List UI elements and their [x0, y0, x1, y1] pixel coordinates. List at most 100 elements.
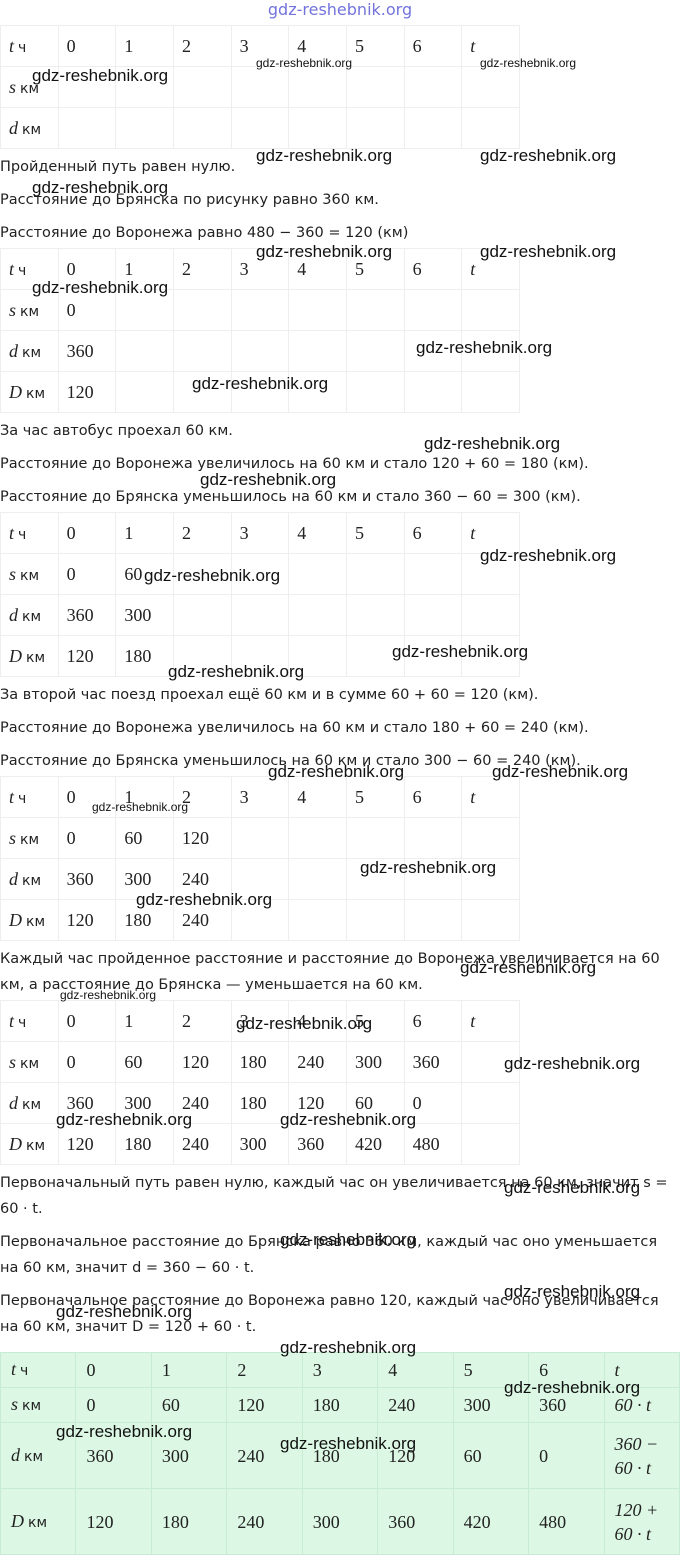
watermark: gdz-reshebnik.org [56, 1110, 193, 1129]
cell-value: 180 [239, 1092, 267, 1113]
table-cell [461, 553, 520, 595]
table-cell [115, 371, 174, 413]
cell-value: 180 [124, 645, 152, 666]
table-cell [230, 330, 290, 372]
table-row: d км 360 300 [0, 594, 520, 636]
cell-value: 4 [297, 522, 307, 543]
table-cell: 0 [57, 289, 117, 331]
cell-value: 6 [539, 1360, 549, 1380]
cell-value: 300 [239, 1133, 267, 1154]
row-label: d км [0, 594, 59, 636]
table-cell: 3 [230, 25, 290, 67]
table-cell [288, 817, 347, 859]
variable: d [9, 340, 18, 361]
cell-value: 360 [66, 1092, 94, 1113]
table-cell [230, 899, 290, 941]
table-cell: 480 [528, 1488, 605, 1555]
cell-value: 1 [124, 522, 134, 543]
table-cell: 5 [452, 1352, 530, 1388]
table-cell [172, 594, 232, 636]
table-cell: 6 [403, 25, 463, 67]
unit: км [22, 1096, 42, 1113]
table-row: s км 0 60 120 180 240 300 360 [0, 1041, 520, 1083]
data-table: t ч 0 1 2 3 4 5 6 t s км 0 60 120 180 240 300 360 d км 360 300… [0, 1000, 520, 1165]
cell-value: 4 [297, 258, 307, 279]
cell-value: 60 · t [614, 1395, 652, 1415]
table-cell [288, 107, 347, 149]
table-cell: t [603, 1352, 680, 1388]
header: gdz-reshebnik.org [0, 0, 680, 25]
cell-value: 360 [388, 1511, 416, 1532]
table-cell: 1 [115, 1000, 174, 1042]
row-label: s км [0, 817, 59, 859]
paragraph: За второй час поезд проехал ещё 60 км и … [0, 687, 539, 703]
cell-value: 0 [66, 563, 76, 584]
table-cell: 6 [403, 248, 463, 290]
cell-value: 0 [66, 522, 76, 543]
table-cell [345, 66, 405, 108]
cell-value: 2 [181, 1010, 191, 1031]
cell-value: 120 [66, 645, 94, 666]
watermark: gdz-reshebnik.org [424, 434, 561, 453]
table-cell [345, 107, 405, 149]
cell-value: 300 [312, 1511, 340, 1532]
table-cell: 6 [403, 512, 463, 554]
table-cell: 6 [528, 1352, 605, 1388]
table-cell: 240 [377, 1387, 454, 1423]
cell-value: 0 [66, 35, 76, 56]
table-cell [172, 635, 232, 677]
table-cell: 120 [377, 1422, 454, 1489]
unit: км [20, 831, 40, 848]
cell-value: 5 [354, 258, 364, 279]
table-cell [230, 289, 290, 331]
table-cell: 3 [230, 248, 290, 290]
cell-value: 180 [124, 909, 152, 930]
table-cell: 120 [57, 899, 117, 941]
cell-value: 120 [181, 827, 209, 848]
paragraph: Расстояние до Брянска уменьшилось на 60 … [0, 753, 581, 769]
watermark: gdz-reshebnik.org [236, 1014, 373, 1033]
cell-value: 2 [181, 35, 191, 56]
table-row: s км [0, 66, 520, 108]
table-cell: 240 [172, 858, 232, 900]
cell-value: 5 [354, 786, 364, 807]
table-cell: 300 [115, 594, 174, 636]
table-cell: 1 [150, 1352, 228, 1388]
table-cell: 6 [403, 776, 463, 818]
table-cell: 1 [115, 512, 174, 554]
table-cell [115, 107, 174, 149]
unit: км [26, 913, 46, 930]
cell-value: 1 [161, 1360, 171, 1380]
watermark: gdz-reshebnik.org [60, 988, 157, 1002]
cell-value: 360 [412, 1051, 440, 1072]
cell-value: 5 [463, 1360, 473, 1380]
table-row: d км 360 300 240 [0, 858, 520, 900]
cell-value: 240 [181, 1133, 209, 1154]
summary-table: t ч 0 1 2 3 4 5 6 t s км 0 60 120 180 240 300 360 60 · t d км… [0, 1352, 680, 1555]
cell-value: 60 [354, 1092, 373, 1113]
table-cell [172, 107, 232, 149]
table-cell: 5 [345, 25, 405, 67]
table-cell: 120 [57, 371, 117, 413]
cell-value: 0 [66, 299, 76, 320]
cell-value: 60 [463, 1445, 482, 1466]
table-cell: 180 [301, 1387, 379, 1423]
watermark: gdz-reshebnik.org [480, 242, 617, 261]
table-row: s км 0 [0, 289, 520, 331]
table-cell [230, 635, 290, 677]
cell-value: 300 [124, 604, 152, 625]
variable: t [9, 522, 15, 543]
variable: D [9, 645, 22, 666]
cell-value: 180 [161, 1511, 189, 1532]
unit: км [26, 649, 46, 666]
cell-value: 3 [239, 786, 249, 807]
cell-value: 60 [124, 827, 143, 848]
watermark: gdz-reshebnik.org [492, 762, 629, 781]
unit: км [26, 385, 46, 402]
